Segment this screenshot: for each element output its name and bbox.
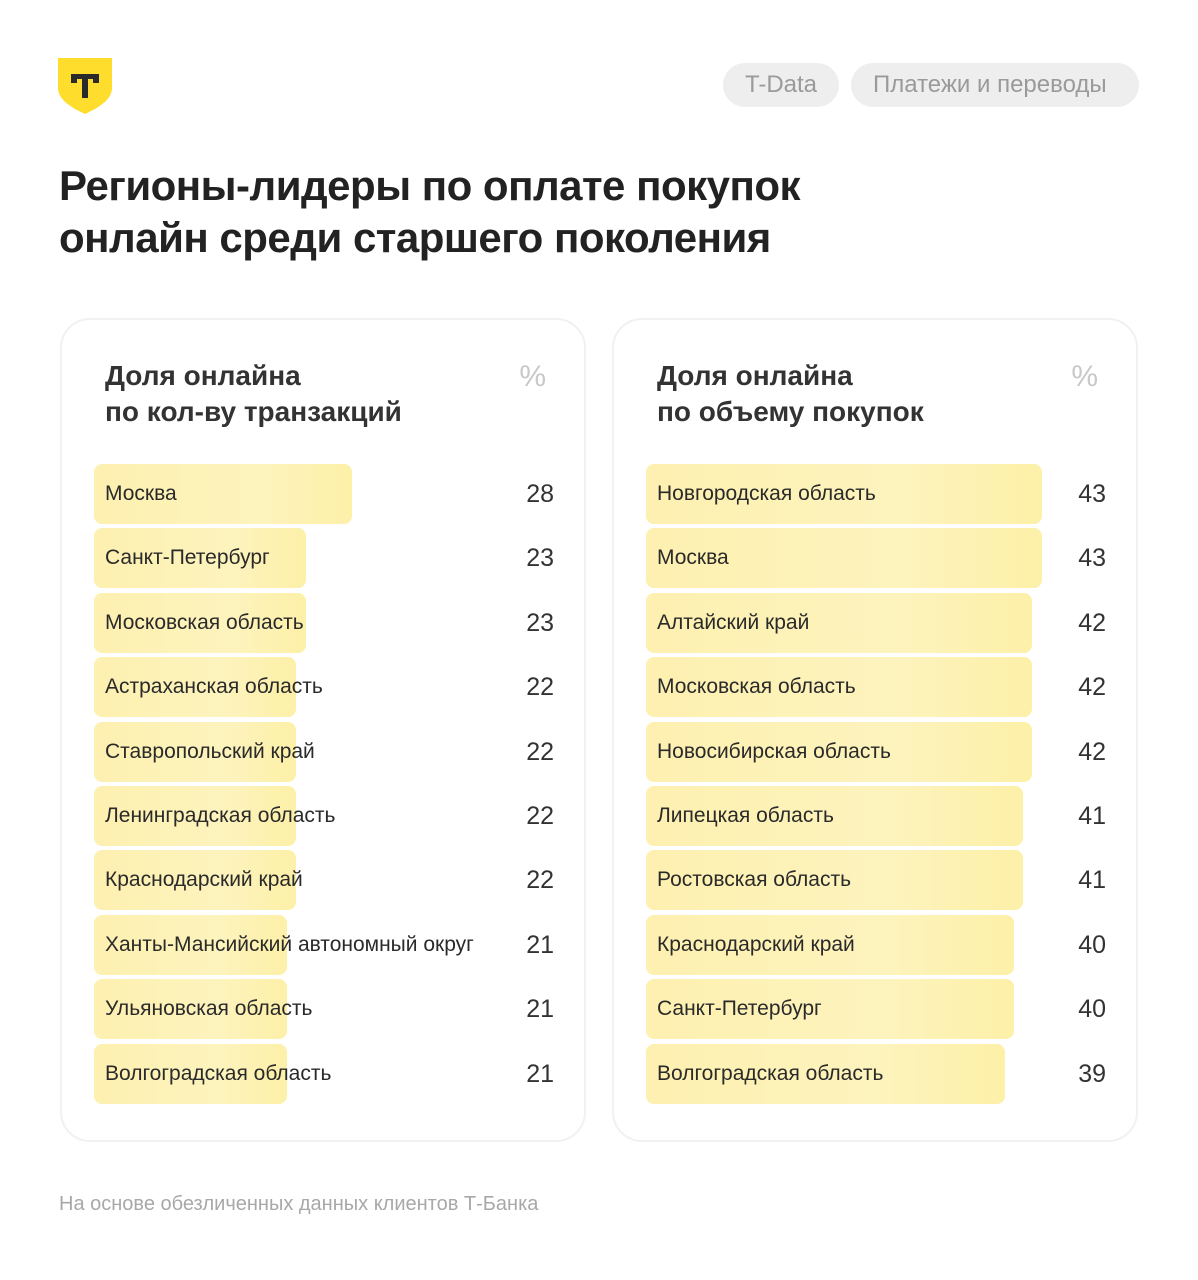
bar-label: Ульяновская область [105,997,313,1021]
bar-label: Московская область [657,675,856,699]
bar-row: Ульяновская область 21 [94,979,554,1040]
bar [646,592,1033,653]
bar-label: Краснодарский край [105,868,303,892]
bar-row: Москва 43 [646,528,1106,589]
bar [94,592,306,653]
bar-row: Ставропольский край 22 [94,721,554,782]
chart-card-transactions: Доля онлайна по кол-ву транзакций % Моск… [60,318,586,1142]
bar-row: Московская область 23 [94,592,554,653]
bar [94,657,297,718]
bar-value: 22 [526,673,554,702]
bar-label: Краснодарский край [657,932,855,956]
bar-value: 41 [1078,866,1106,895]
bar-label: Ставропольский край [105,739,315,763]
bar [94,914,288,975]
bar [646,721,1033,782]
bar [646,786,1024,846]
bar [646,1043,1005,1104]
bar-row: Новгородская область 43 [646,464,1106,524]
bar [94,721,297,782]
bar-label: Алтайский край [657,610,810,634]
bar-label: Москва [105,482,177,505]
bar-row: Алтайский край 42 [646,592,1106,653]
bar-label: Ростовская область [657,868,852,892]
chart-title-line: Доля онлайна [657,360,853,391]
bar-row: Ростовская область 41 [646,850,1106,911]
chart-title-line: по кол-ву транзакций [105,396,402,427]
t-bank-logo-icon [58,58,112,114]
tag-t-data[interactable]: T-Data [723,63,840,107]
bar-label: Новгородская область [657,482,876,505]
bar-row: Ленинградская область 22 [94,786,554,846]
bar-value: 42 [1078,608,1106,637]
bar [646,464,1042,524]
bar-row: Волгоградская область 21 [94,1043,554,1104]
chart-title-line: Доля онлайна [105,360,301,391]
bar-value: 40 [1078,930,1106,959]
chart-card-volume: Доля онлайна по объему покупок % Новгоро… [612,318,1138,1142]
bar-label: Волгоградская область [657,1061,884,1085]
bar-row: Санкт-Петербург 40 [646,979,1106,1040]
bar-row: Новосибирская область 42 [646,721,1106,782]
bar [646,850,1024,911]
chart-title: Доля онлайна по объему покупок [657,358,924,430]
bar-value: 21 [526,995,554,1024]
bar-value: 22 [526,866,554,895]
bar [94,786,297,846]
bar-label: Ханты-Мансийский автономный округ [105,932,474,956]
bar-value: 41 [1078,802,1106,830]
bar-row: Ханты-Мансийский автономный округ 21 [94,914,554,975]
title-line: Регионы-лидеры по оплате покупок [59,162,801,209]
bar [646,979,1014,1040]
bar-value: 23 [526,608,554,637]
bar-value: 43 [1078,544,1106,573]
bar-value: 23 [526,544,554,573]
bar-row: Астраханская область 22 [94,657,554,718]
bar-row: Краснодарский край 40 [646,914,1106,975]
bar-row: Санкт-Петербург 23 [94,528,554,589]
bar-value: 39 [1078,1059,1106,1088]
bar-row: Московская область 42 [646,657,1106,718]
bar-value: 22 [526,737,554,766]
bar-label: Московская область [105,610,304,634]
bar-value: 43 [1078,480,1106,508]
bar-label: Липецкая область [657,804,834,827]
bar [94,528,306,589]
bar-label: Новосибирская область [657,739,891,763]
bar-value: 21 [526,930,554,959]
bar-label: Санкт-Петербург [657,997,822,1021]
bar-row: Волгоградская область 39 [646,1043,1106,1104]
bar-value: 42 [1078,737,1106,766]
bar-value: 28 [526,480,554,508]
chart-title-line: по объему покупок [657,396,924,427]
bar-value: 40 [1078,995,1106,1024]
bar-row: Липецкая область 41 [646,786,1106,846]
bar-label: Ленинградская область [105,804,336,827]
unit-label: % [519,360,546,393]
bar [646,528,1042,589]
footnote: На основе обезличенных данных клиентов Т… [59,1193,539,1215]
bar [94,464,352,524]
tag-payments[interactable]: Платежи и переводы [851,63,1139,107]
bar-label: Москва [657,546,729,570]
bar [94,850,297,911]
bar-value: 42 [1078,673,1106,702]
bar-label: Волгоградская область [105,1061,332,1085]
bar-row: Краснодарский край 22 [94,850,554,911]
bar-row: Москва 28 [94,464,554,524]
bar-label: Астраханская область [105,675,323,699]
chart-title: Доля онлайна по кол-ву транзакций [105,358,402,430]
title-line: онлайн среди старшего поколения [59,214,771,261]
unit-label: % [1071,360,1098,393]
page-title: Регионы-лидеры по оплате покупок онлайн … [59,160,801,264]
bar [94,979,288,1040]
bar-value: 21 [526,1059,554,1088]
bar [94,1043,288,1104]
bar-label: Санкт-Петербург [105,546,270,570]
bar [646,657,1033,718]
bar [646,914,1014,975]
bar-value: 22 [526,802,554,830]
